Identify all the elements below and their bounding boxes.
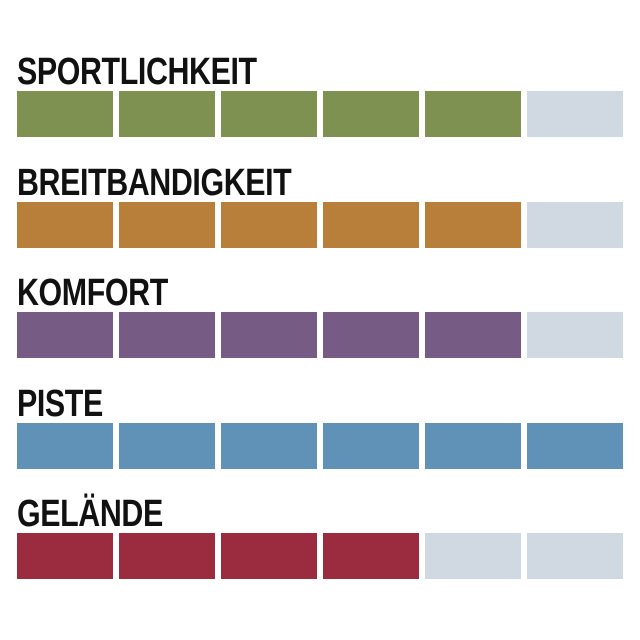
filled-segment — [17, 533, 113, 579]
empty-segment — [527, 201, 623, 248]
filled-segment — [221, 91, 317, 137]
filled-segment — [425, 201, 521, 248]
filled-segment — [323, 533, 419, 579]
empty-segment — [425, 533, 521, 579]
category-label: KOMFORT — [17, 272, 168, 314]
filled-segment — [17, 422, 113, 469]
rating-bar — [17, 533, 623, 579]
rating-row: SPORTLICHKEIT — [17, 52, 623, 152]
rating-bar — [17, 201, 623, 248]
category-label: PISTE — [17, 382, 103, 425]
filled-segment — [119, 91, 215, 137]
rating-bar — [17, 422, 623, 469]
filled-segment — [17, 91, 113, 137]
empty-segment — [527, 91, 623, 137]
filled-segment — [323, 201, 419, 248]
filled-segment — [17, 201, 113, 248]
filled-segment — [221, 312, 317, 358]
filled-segment — [221, 533, 317, 579]
filled-segment — [119, 201, 215, 248]
category-label: BREITBANDIGKEIT — [17, 161, 292, 204]
rating-bar — [17, 91, 623, 137]
filled-segment — [527, 422, 623, 469]
filled-segment — [425, 312, 521, 358]
rating-row: PISTE — [17, 384, 623, 484]
filled-segment — [323, 312, 419, 358]
category-label: GELÄNDE — [17, 493, 163, 535]
filled-segment — [323, 422, 419, 469]
filled-segment — [17, 312, 113, 358]
rating-row: GELÄNDE — [17, 494, 623, 594]
filled-segment — [221, 422, 317, 469]
category-label: SPORTLICHKEIT — [17, 51, 257, 93]
filled-segment — [323, 91, 419, 137]
rating-row: BREITBANDIGKEIT — [17, 163, 623, 263]
empty-segment — [527, 312, 623, 358]
filled-segment — [119, 312, 215, 358]
filled-segment — [425, 422, 521, 469]
filled-segment — [119, 533, 215, 579]
filled-segment — [221, 201, 317, 248]
empty-segment — [527, 533, 623, 579]
filled-segment — [119, 422, 215, 469]
rating-row: KOMFORT — [17, 273, 623, 373]
rating-bar — [17, 312, 623, 358]
filled-segment — [425, 91, 521, 137]
